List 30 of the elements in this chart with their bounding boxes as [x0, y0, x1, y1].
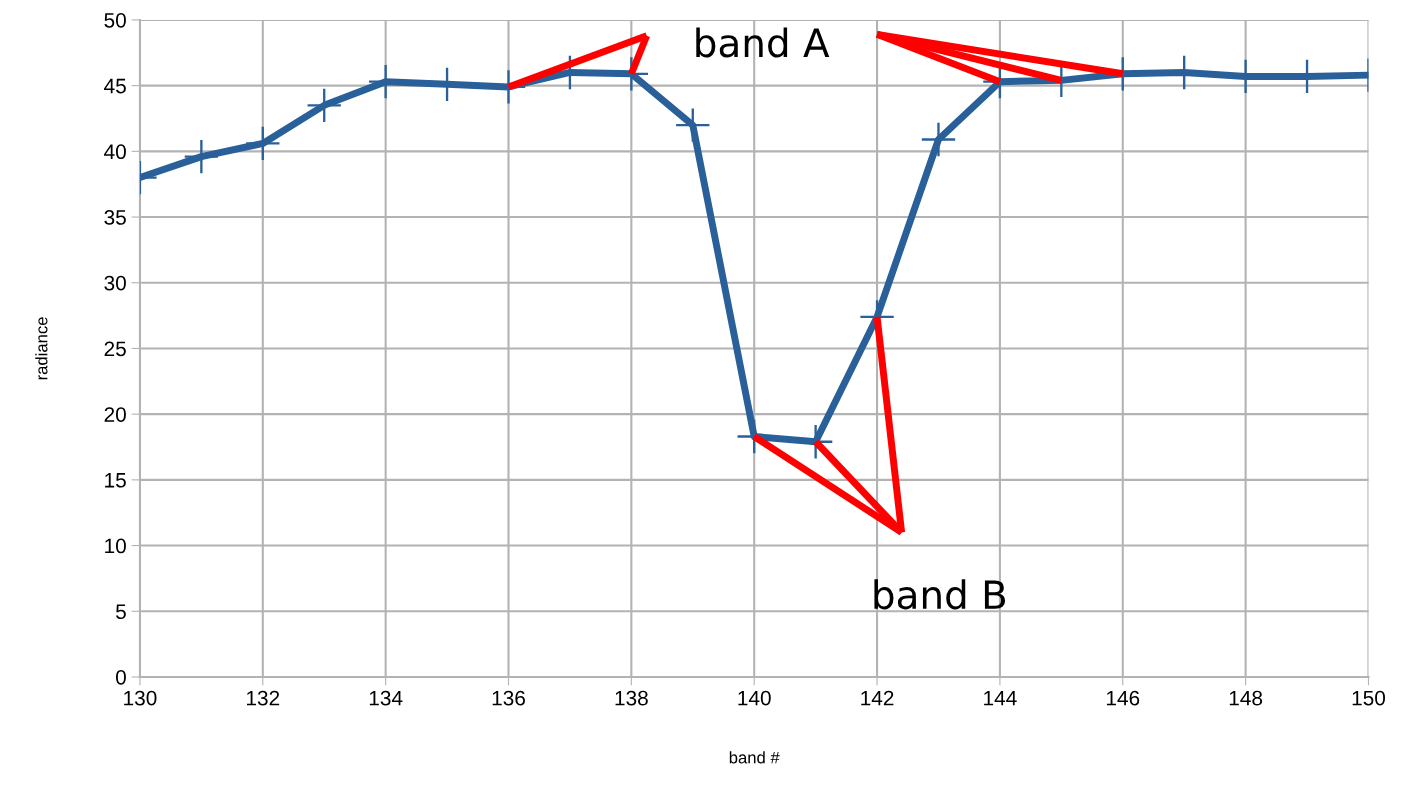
x-tick-label: 148: [1229, 690, 1263, 706]
x-axis-title: band #: [729, 751, 780, 764]
y-tick-label: 35: [104, 210, 126, 225]
y-tick-label: 25: [104, 341, 126, 357]
x-tick-label: 130: [124, 690, 157, 706]
annotation: band B: [874, 579, 1006, 610]
y-tick-label: 15: [105, 473, 126, 488]
x-tick-label: 142: [861, 690, 894, 706]
x-tick-label: 134: [369, 690, 403, 706]
x-tick-label: 132: [247, 690, 280, 706]
y-axis-title: radiance: [35, 317, 48, 380]
x-tick-label: 138: [615, 690, 648, 706]
y-tick-label: 5: [115, 604, 126, 620]
y-tick-label: 50: [104, 12, 126, 28]
x-tick-label: 140: [738, 690, 771, 706]
y-tick-label: 20: [104, 407, 126, 422]
x-tick-label: 146: [1106, 690, 1140, 706]
point: [184, 139, 219, 174]
point: [921, 122, 956, 157]
annotation: band A: [696, 27, 830, 58]
x-tick-label: 144: [984, 690, 1017, 706]
y-tick-label: 45: [104, 78, 126, 94]
point: [246, 126, 280, 161]
y-tick-label: 30: [104, 275, 126, 291]
point: [307, 88, 341, 123]
x-tick-label: 136: [492, 690, 525, 706]
y-tick-label: 0: [115, 669, 126, 685]
y-tick-label: 10: [105, 538, 126, 554]
x-tick-label: 150: [1352, 690, 1386, 706]
y-tick-label: 40: [104, 144, 126, 160]
